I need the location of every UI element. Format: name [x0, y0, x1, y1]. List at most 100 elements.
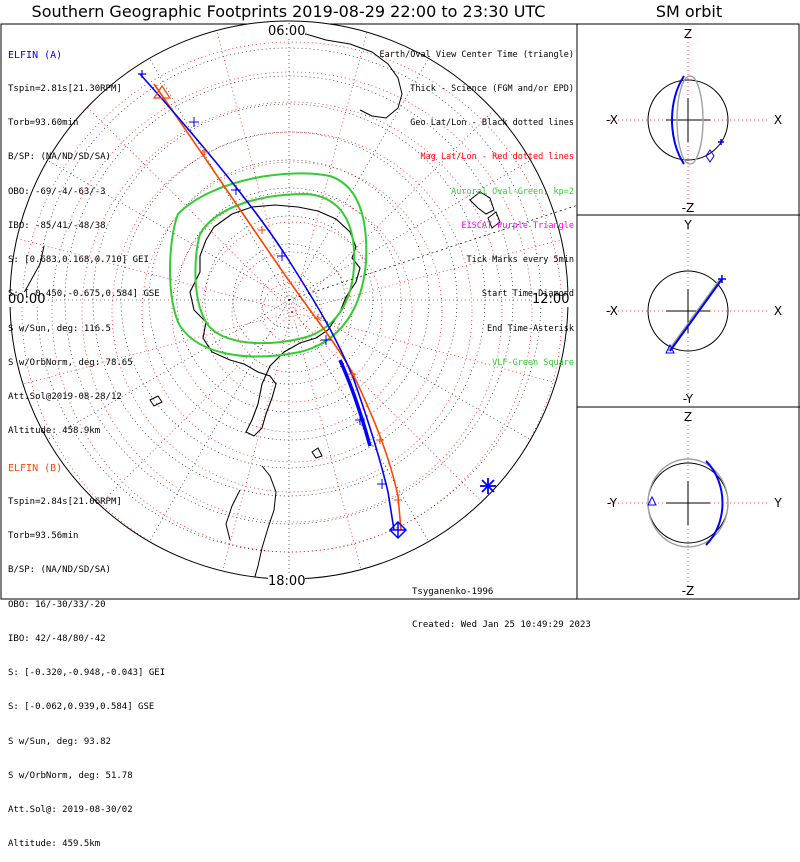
geo-lon-line	[288, 48, 435, 301]
sm-panel: Y -Y -X X	[606, 218, 782, 406]
legend-item: VLF-Green Square	[492, 357, 574, 368]
new-zealand-coastline	[469, 191, 501, 229]
elfin-b-line: Altitude: 459.5km	[8, 839, 101, 850]
mag-lat-circle	[201, 221, 383, 403]
map-title: Southern Geographic Footprints 2019-08-2…	[31, 2, 546, 21]
elfin-b-tick	[394, 496, 402, 504]
sm-orbit-panels: Z -Z -X X Y -Y -X X Z -Z -Y Y	[606, 27, 782, 598]
elfin-a-tick	[355, 415, 365, 425]
elfin-b-line: Att.Sol@: 2019-08-30/02	[8, 805, 133, 815]
auroral-oval-inner	[194, 192, 356, 345]
sub-antarctic-island-1	[149, 395, 163, 407]
legend-item: Geo Lat/Lon - Black dotted lines	[410, 118, 574, 129]
elfin-b-line: S: [-0.320,-0.948,-0.043] GEI	[8, 668, 166, 679]
sm-label-bottom: -Z	[682, 201, 695, 215]
south-america-coastline-2	[225, 489, 241, 541]
elfin-b-name: ELFIN (B)	[8, 462, 63, 474]
view-center-triangle	[152, 84, 172, 99]
legend-item: Thick - Science (FGM and/or EPD)	[410, 84, 574, 95]
elfin-a-info: ELFIN (A) Tspin=2.81s[21.30RPM] Torb=93.…	[8, 27, 160, 449]
legend-item: Tick Marks every 5min	[466, 255, 574, 266]
elfin-a-line: Torb=93.60min	[8, 118, 79, 129]
elfin-a-line: S w/Sun, deg: 116.5	[8, 323, 111, 334]
antarctica-coastline	[189, 204, 361, 437]
sm-orbit-b	[676, 75, 704, 165]
sm-label-right: X	[774, 304, 782, 318]
sm-start-diamond	[705, 149, 715, 163]
elfin-a-tick	[321, 335, 331, 345]
elfin-a-line: Att.Sol@2019-08-28/12	[8, 392, 122, 402]
mag-lat-circle	[141, 161, 443, 463]
sm-label-top: Y	[683, 218, 692, 232]
sm-earth-circle	[647, 79, 729, 161]
start-diamond-marker	[388, 520, 408, 540]
track-tick-marks	[189, 117, 402, 504]
elfin-a-tick	[231, 185, 241, 195]
sm-panel: Z -Z -Y Y	[607, 410, 782, 598]
sm-earth-circle	[647, 270, 729, 352]
sm-orbit-a	[705, 460, 724, 546]
elfin-b-line: B/SP: (NA/ND/SD/SA)	[8, 565, 111, 576]
elfin-b-info: ELFIN (B) Tspin=2.84s[21.06RPM] Torb=93.…	[8, 440, 165, 862]
legend-item: Earth/Oval View Center Time (triangle)	[379, 49, 574, 60]
sm-label-left: -Y	[607, 496, 618, 510]
elfin-b-line: S: [-0.062,0.939,0.584] GSE	[8, 702, 155, 713]
model-credit: Tsyganenko-1996	[412, 587, 494, 597]
elfin-a-tick	[189, 117, 199, 127]
sm-end-asterisk	[718, 275, 726, 283]
elfin-b-line: Tspin=2.84s[21.06RPM]	[8, 497, 122, 508]
sm-orbit-a	[671, 75, 685, 165]
geo-lon-line	[37, 299, 290, 446]
elfin-b-tick	[348, 370, 356, 378]
hour-label-right: 12:00	[532, 292, 570, 307]
elfin-a-line: IBO: -85/41/-48/38	[8, 220, 106, 231]
legend-item: Start Time-Diamond	[481, 289, 574, 300]
created-timestamp: Created: Wed Jan 25 10:49:29 2023	[412, 620, 591, 630]
elfin-a-line: Altitude: 458.9km	[8, 426, 101, 437]
sm-label-right: Y	[773, 496, 782, 510]
elfin-b-line: OBO: 16/-30/33/-20	[8, 599, 106, 610]
sm-label-top: Z	[684, 410, 692, 424]
sm-triangle	[665, 343, 675, 354]
sm-orbit-b	[647, 458, 729, 548]
mag-lat-circle	[111, 131, 473, 493]
legend-item: End Time-Asterisk	[487, 323, 574, 334]
sm-label-bottom: -Z	[682, 584, 695, 598]
legend-item: Auroral Oval-Green, kp=2	[451, 186, 574, 197]
sm-label-left: -X	[606, 304, 618, 318]
sm-label-top: Z	[684, 27, 692, 41]
elfin-b-tick	[376, 436, 384, 444]
elfin-b-line: Torb=93.56min	[8, 531, 79, 542]
terminator-line	[288, 204, 579, 301]
mag-lat-circle	[261, 281, 323, 343]
elfin-a-name: ELFIN (A)	[8, 49, 63, 61]
elfin-a-tick	[277, 251, 287, 261]
sm-label-left: -X	[606, 113, 618, 127]
map-legend: Earth/Oval View Center Time (triangle) T…	[380, 27, 574, 381]
mag-lat-circle	[171, 191, 413, 433]
geo-lon-line	[143, 299, 290, 552]
elfin-b-track	[153, 83, 402, 531]
geo-lon-line	[37, 154, 290, 301]
mag-lat-circle	[21, 41, 563, 579]
elfin-b-line: S w/OrbNorm, deg: 51.78	[8, 770, 133, 781]
sub-antarctic-island-2	[311, 447, 323, 459]
south-america-coastline	[253, 465, 277, 579]
elfin-b-line: IBO: 42/-48/80/-42	[8, 633, 106, 644]
mag-lat-circle	[81, 101, 503, 523]
sm-orbit-b	[667, 278, 721, 352]
elfin-b-line: S w/Sun, deg: 93.82	[8, 736, 111, 747]
sm-orbit-title: SM orbit	[655, 2, 723, 21]
end-asterisk-marker	[480, 478, 496, 494]
elfin-b-end-asterisk	[138, 70, 146, 78]
sm-end-asterisk	[718, 139, 724, 145]
elfin-a-line: S w/OrbNorm, deg: 78.65	[8, 357, 133, 368]
elfin-a-line: Tspin=2.81s[21.30RPM]	[8, 84, 122, 95]
hour-label-left: 00:00	[8, 292, 46, 307]
elfin-b-tick	[314, 314, 322, 322]
sm-panel: Z -Z -X X	[606, 27, 782, 215]
elfin-a-line: S: [-0.450,-0.675,0.584] GSE	[8, 289, 160, 300]
legend-item: Mag Lat/Lon - Red dotted lines	[420, 152, 574, 163]
africa-coastline	[19, 245, 45, 301]
auroral-oval-outer	[169, 172, 368, 358]
